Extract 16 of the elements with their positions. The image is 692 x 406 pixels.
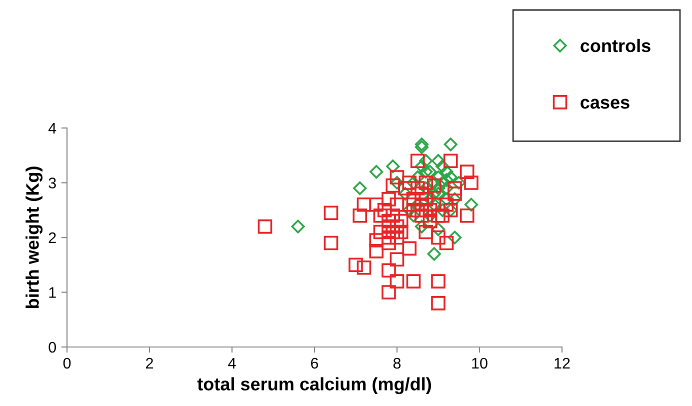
x-tick-label: 8 (393, 358, 401, 369)
x-tick-label: 6 (311, 358, 318, 369)
x-axis-title: total serum calcium (mg/dl) (197, 377, 431, 394)
y-tick-label: 0 (48, 342, 56, 353)
legend-label: controls (580, 38, 650, 52)
legend-label: cases (580, 98, 630, 109)
y-axis-title: birth weight (Kg) (26, 166, 43, 308)
x-tick-label: 0 (63, 358, 71, 369)
y-tick-label: 1 (49, 287, 56, 298)
x-tick-label: 10 (472, 358, 488, 369)
x-tick-label: 4 (228, 358, 236, 368)
y-tick-label: 3 (48, 178, 56, 188)
y-tick-label: 2 (48, 232, 56, 244)
x-tick-label: 12 (554, 358, 570, 368)
y-tick-label: 4 (48, 123, 56, 134)
x-tick-label: 2 (146, 358, 153, 368)
